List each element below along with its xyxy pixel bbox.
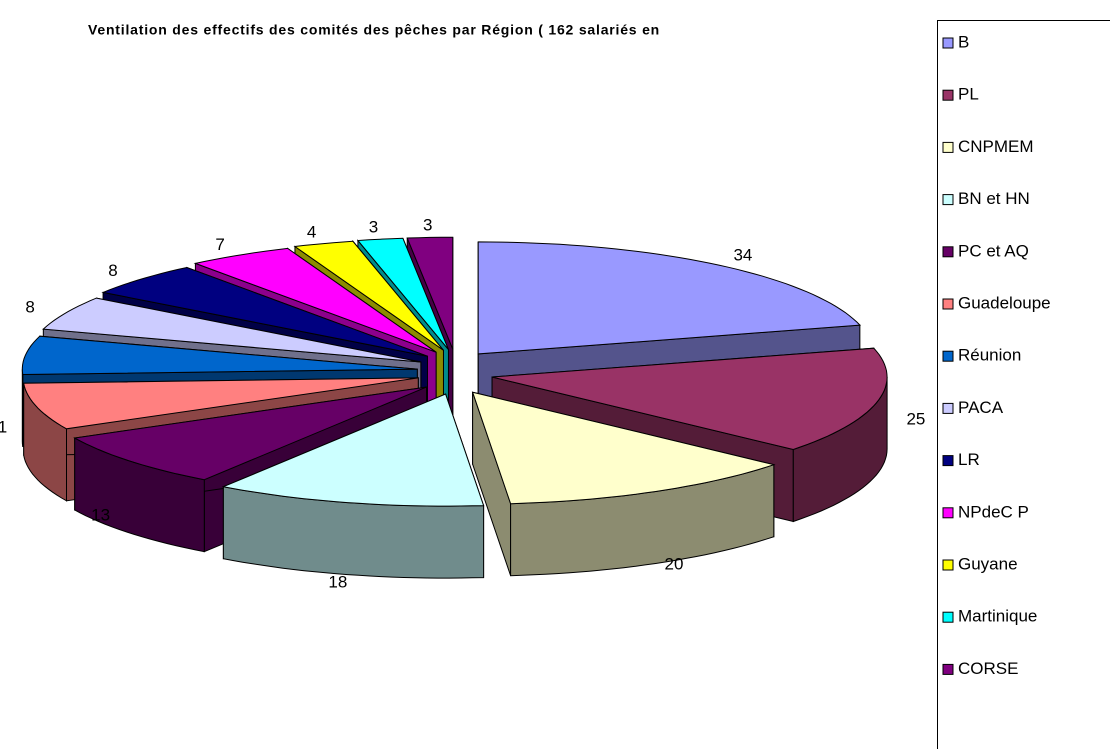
slice-top [356,237,449,350]
slice-wall [21,369,24,447]
slice-top [406,236,454,350]
slice-top [193,247,437,353]
legend-label: Guyane [958,554,1018,573]
legend-swatch [942,455,954,467]
legend-swatch [942,663,954,675]
legend-label: PACA [958,398,1004,417]
data-label: 20 [665,555,684,574]
data-label: 8 [25,298,34,317]
slice-top [73,386,427,481]
data-label: 4 [307,222,316,241]
legend-label: Martinique [958,607,1037,626]
slice-top [293,240,444,351]
legend-label: B [958,32,969,51]
legend-label: NPdeC P [958,502,1029,521]
slice-top [21,335,418,376]
legend-swatch [942,559,954,571]
slice-top [42,297,421,363]
legend-label: LR [958,450,980,469]
chart-title: Ventilation des effectifs des comités de… [88,22,660,38]
slice-top [23,377,419,430]
legend-swatch [942,141,954,153]
legend-label: CORSE [958,659,1018,678]
data-label: 3 [423,216,432,235]
legend-swatch [942,507,954,519]
slice [221,393,485,579]
legend-swatch [942,402,954,414]
legend-label: Guadeloupe [958,293,1051,312]
legend-swatch [942,611,954,623]
legend-label: CNPMEM [958,137,1034,156]
data-label: 25 [906,409,925,428]
slice-top [491,347,888,451]
data-label: 3 [369,218,378,237]
legend-swatch [942,350,954,362]
data-label: 13 [91,506,110,525]
pie [21,236,888,579]
slice-top [101,266,428,357]
legend-label: PC et AQ [958,241,1029,260]
slice-top [471,391,776,505]
slice-top [221,393,485,507]
legend-swatch [942,37,954,49]
data-label: 7 [215,235,224,254]
legend-label: BN et HN [958,189,1030,208]
slice [471,391,776,577]
legend-label: Réunion [958,346,1021,365]
legend-swatch [942,298,954,310]
legend-swatch [942,89,954,101]
data-label: 11 [0,418,7,437]
slice-top [477,241,862,355]
legend-box [937,20,1110,749]
data-label: 34 [733,246,752,265]
legend-label: PL [958,85,979,104]
data-label: 18 [328,573,347,592]
legend-swatch [942,194,954,206]
legend-swatch [942,246,954,258]
data-label: 8 [108,261,117,280]
